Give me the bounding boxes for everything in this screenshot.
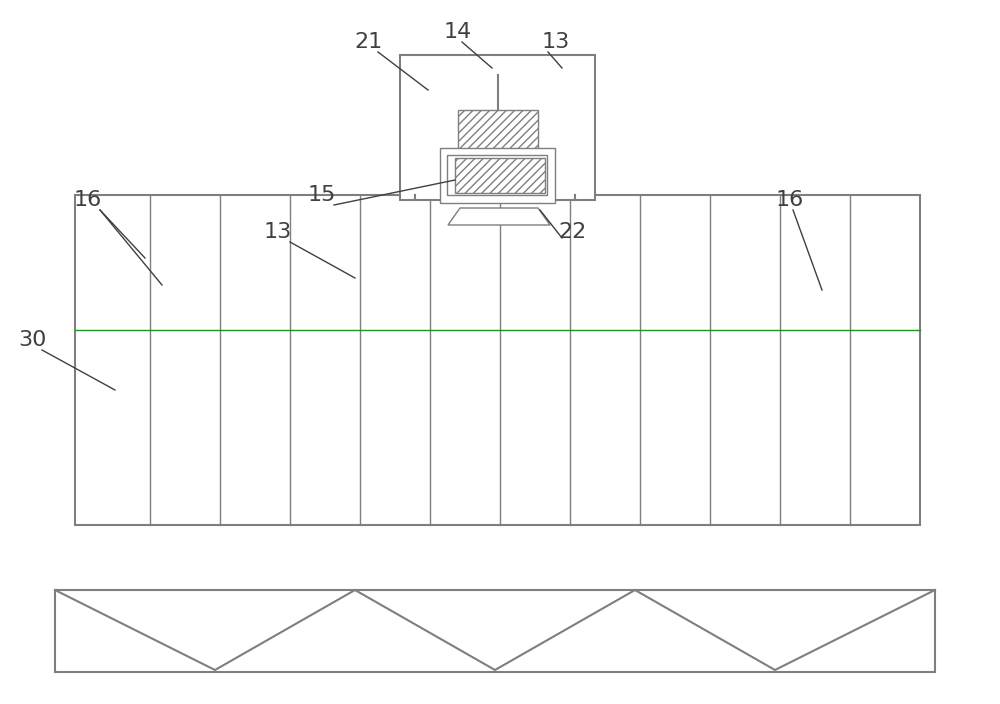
Bar [75,195,920,525]
Bar [55,590,935,672]
Text: 13: 13 [542,32,570,52]
Bar [455,158,545,193]
Bar [447,155,547,195]
Polygon shape [448,208,550,225]
Bar [400,55,595,200]
Text: 14: 14 [444,22,472,42]
Text: 30: 30 [18,330,46,350]
Text: 15: 15 [308,185,336,205]
Text: 13: 13 [264,222,292,242]
Bar [458,110,538,150]
Text: 22: 22 [558,222,586,242]
Text: 21: 21 [354,32,382,52]
Text: 16: 16 [776,190,804,210]
Text: 16: 16 [74,190,102,210]
Bar [440,148,555,203]
